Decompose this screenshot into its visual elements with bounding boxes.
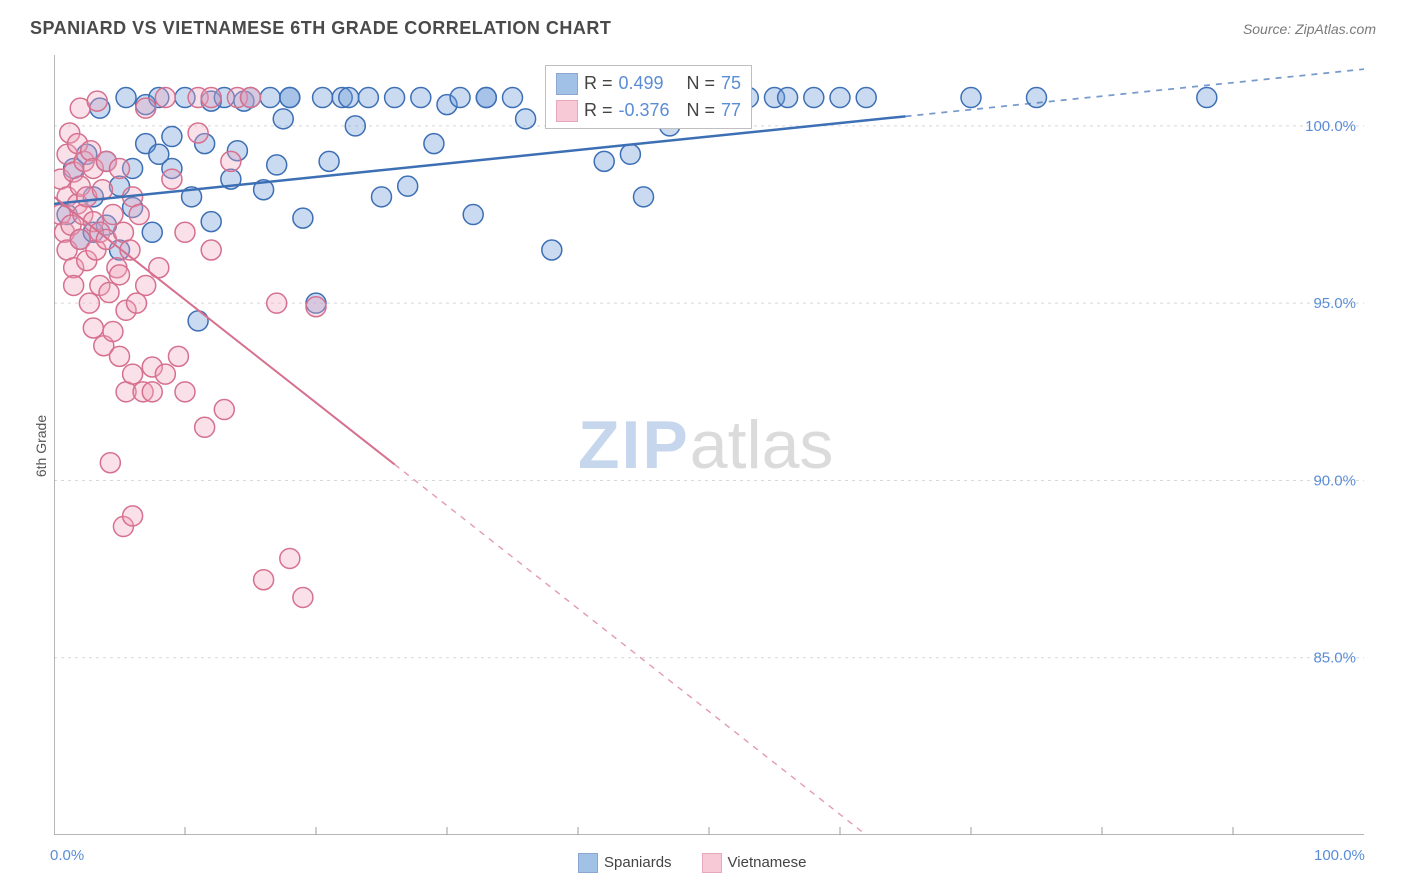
- svg-text:100.0%: 100.0%: [1305, 118, 1356, 135]
- legend-item: Spaniards: [578, 853, 672, 873]
- svg-text:95.0%: 95.0%: [1313, 295, 1356, 312]
- x-axis-max-label: 100.0%: [1314, 847, 1365, 864]
- svg-text:85.0%: 85.0%: [1313, 650, 1356, 667]
- legend: Spaniards Vietnamese: [578, 853, 807, 873]
- source-attribution: Source: ZipAtlas.com: [1243, 21, 1376, 37]
- svg-text:90.0%: 90.0%: [1313, 472, 1356, 489]
- legend-item: Vietnamese: [702, 853, 807, 873]
- x-axis-min-label: 0.0%: [50, 847, 84, 864]
- scatter-plot: 85.0% 90.0% 95.0% 100.0%: [54, 55, 1364, 835]
- correlation-stats-box: R = 0.499 N = 75 R = -0.376 N = 77: [545, 65, 752, 129]
- y-axis-label: 6th Grade: [33, 415, 49, 477]
- chart-title: SPANIARD VS VIETNAMESE 6TH GRADE CORRELA…: [30, 18, 611, 39]
